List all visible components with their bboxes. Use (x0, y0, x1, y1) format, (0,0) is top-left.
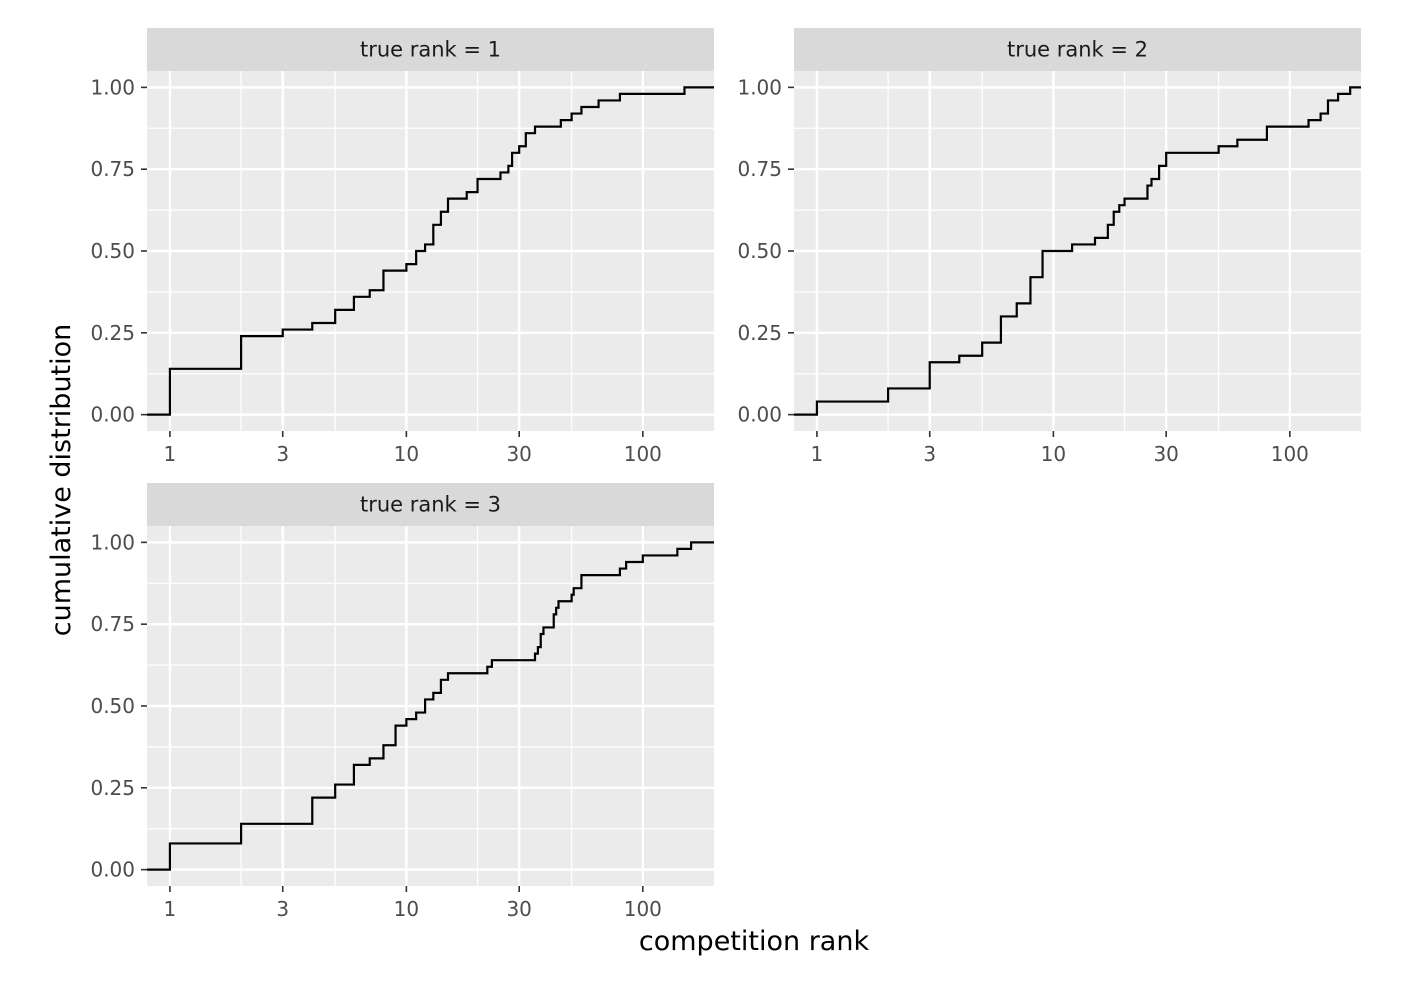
x-tick-label: 1 (164, 897, 177, 921)
x-tick-label: 3 (923, 442, 936, 466)
facet-panel-1: true rank = 1 0.00 0.25 0.50 0.75 1.00 1 3 10 30 1… (90, 28, 714, 466)
facet-strip (147, 483, 714, 526)
y-tick-label: 0.75 (90, 157, 135, 181)
y-tick-label: 1.00 (90, 530, 135, 554)
x-tick-label: 10 (1041, 442, 1066, 466)
y-tick-label: 1.00 (737, 75, 782, 99)
facet-panel-3: true rank = 3 0.00 0.25 0.50 0.75 1.00 1 3 10 30 1… (90, 483, 714, 921)
y-tick-label: 0.50 (737, 239, 782, 263)
x-tick-label: 3 (276, 442, 289, 466)
y-tick-label: 0.50 (90, 239, 135, 263)
panels-layer: true rank = 1 0.00 0.25 0.50 0.75 1.00 1 3 10 30 1… (90, 28, 1361, 921)
y-tick-label: 0.75 (90, 612, 135, 636)
y-tick-label: 0.25 (90, 321, 135, 345)
x-tick-label: 30 (506, 897, 531, 921)
facet-panel-2: true rank = 2 0.00 0.25 0.50 0.75 1.00 1 3 10 30 1… (737, 28, 1361, 466)
y-tick-label: 0.25 (90, 776, 135, 800)
y-tick-label: 1.00 (90, 75, 135, 99)
y-tick-label: 0.25 (737, 321, 782, 345)
y-tick-label: 0.00 (90, 858, 135, 882)
x-tick-label: 10 (394, 897, 419, 921)
ecdf-step-line (147, 86, 714, 416)
x-tick-label: 30 (506, 442, 531, 466)
x-tick-label: 30 (1153, 442, 1178, 466)
x-tick-label: 100 (624, 442, 662, 466)
facet-strip (147, 28, 714, 71)
facet-strip-label: true rank = 3 (360, 493, 501, 517)
x-tick-label: 10 (394, 442, 419, 466)
x-tick-label: 1 (164, 442, 177, 466)
x-axis-title: competition rank (639, 926, 870, 957)
y-axis-title: cumulative distribution (46, 324, 77, 637)
y-tick-label: 0.00 (737, 403, 782, 427)
x-tick-label: 1 (811, 442, 824, 466)
x-tick-label: 3 (276, 897, 289, 921)
y-tick-label: 0.00 (90, 403, 135, 427)
facet-strip-label: true rank = 2 (1007, 38, 1148, 62)
x-tick-label: 100 (1271, 442, 1309, 466)
y-tick-label: 0.50 (90, 694, 135, 718)
ecdf-step-line (794, 86, 1361, 416)
facet-strip-label: true rank = 1 (360, 38, 501, 62)
x-tick-label: 100 (624, 897, 662, 921)
facet-strip (794, 28, 1361, 71)
y-tick-label: 0.75 (737, 157, 782, 181)
ecdf-step-line (147, 541, 714, 871)
